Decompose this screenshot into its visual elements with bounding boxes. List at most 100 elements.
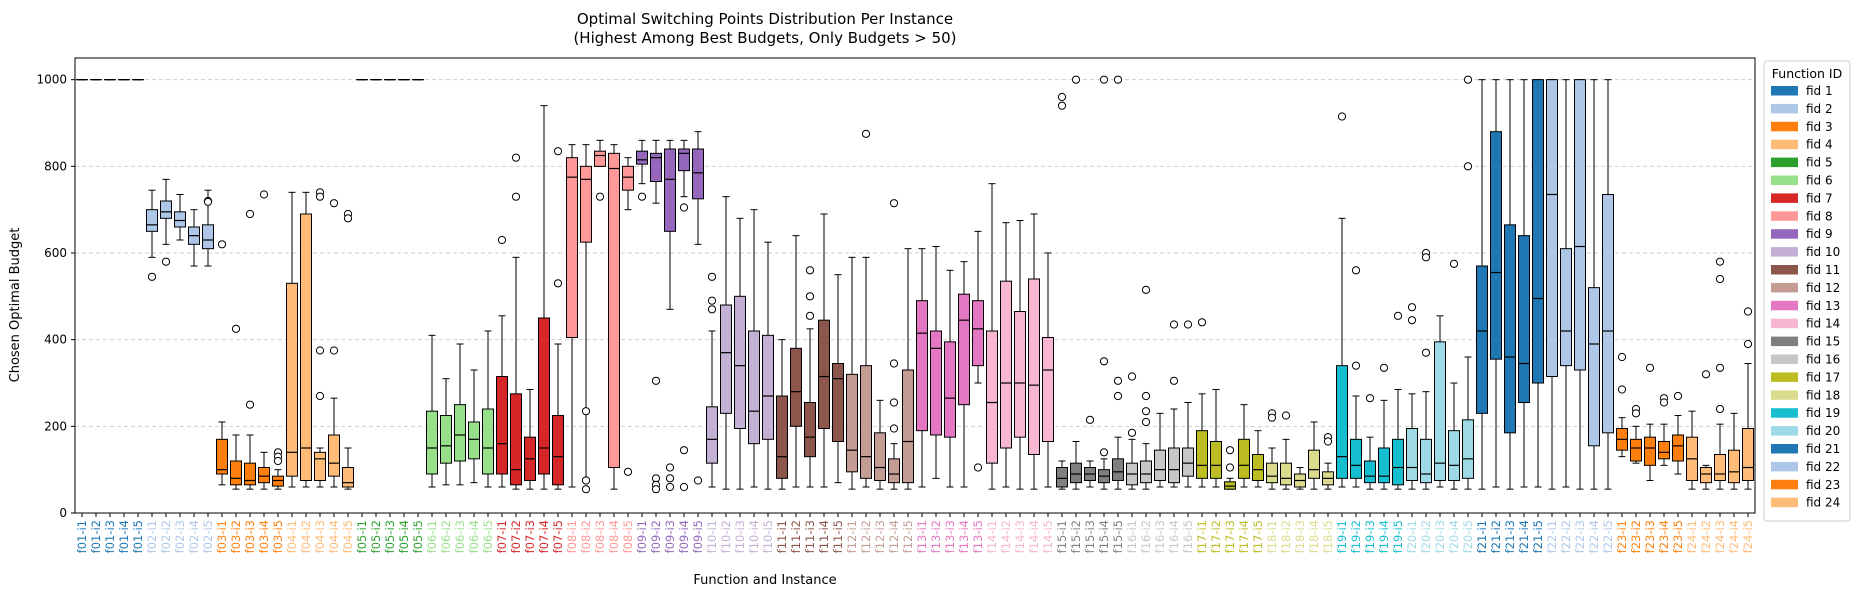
box [693,149,704,199]
box [959,294,970,405]
outlier [1072,76,1079,83]
legend-swatch [1771,408,1798,418]
y-tick-label: 200 [44,419,67,433]
outlier [1618,353,1625,360]
box-group [861,130,872,487]
x-tick-label: f03-i5 [271,520,285,553]
box-group [1001,223,1012,487]
outlier [330,347,337,354]
box-group [1029,214,1040,489]
legend-swatch [1771,283,1798,293]
box-group [791,236,802,487]
outlier [1366,395,1373,402]
legend-swatch [1771,211,1798,221]
x-tick-label: f11-i2 [789,520,803,553]
box [931,331,942,435]
y-tick-label: 1000 [36,73,67,87]
outlier [1226,447,1233,454]
outlier [1716,258,1723,265]
outlier [1646,364,1653,371]
outlier [1744,340,1751,347]
box-group [707,273,718,487]
legend-label: fid 3 [1806,120,1833,134]
chart-subtitle: (Highest Among Best Budgets, Only Budget… [573,29,956,47]
outlier [316,193,323,200]
x-tick-label: f09-i1 [635,520,649,553]
outlier [806,312,813,319]
x-tick-label: f19-i4 [1377,520,1391,553]
y-tick-label: 0 [59,506,67,520]
outlier [1268,414,1275,421]
box-group [469,370,480,483]
legend-swatch [1771,444,1798,454]
box [1729,450,1740,483]
box-group [553,148,564,490]
x-tick-label: f05-i2 [369,520,383,553]
x-tick-label: f13-i1 [915,520,929,553]
box [749,331,760,444]
box-group [1617,353,1628,456]
outlier [1100,358,1107,365]
outlier [582,408,589,415]
x-tick-label: f09-i3 [663,520,677,553]
box-group [749,210,760,487]
box-group [1421,249,1432,489]
x-tick-label: f12-i3 [873,520,887,553]
box-group [1449,260,1460,489]
x-tick-label: f16-i2 [1139,520,1153,553]
outlier [652,486,659,493]
box-group [231,325,242,489]
x-tick-label: f07-i3 [523,520,537,553]
box-group [805,267,816,487]
legend-swatch [1771,390,1798,400]
x-tick-label: f06-i4 [467,520,481,553]
x-tick-label: f20-i4 [1447,520,1461,553]
outlier [162,258,169,265]
legend-swatch [1771,104,1798,114]
legend-swatch [1771,122,1798,132]
outlier [512,154,519,161]
x-tick-label: f01-i3 [103,520,117,553]
box [147,210,158,232]
box-group [777,340,788,490]
box [1141,461,1152,483]
box-group [1281,412,1292,489]
box-group [1659,395,1670,466]
outlier [1282,412,1289,419]
box-group [581,145,592,493]
box-group [623,158,634,476]
box-group [595,140,606,200]
x-tick-label: f05-i5 [411,520,425,553]
legend-label: fid 21 [1806,442,1840,456]
x-tick-label: f08-i1 [565,520,579,553]
outlier [890,425,897,432]
outlier [666,464,673,471]
x-tick-label: f18-i3 [1293,520,1307,553]
outlier [1394,312,1401,319]
x-tick-label: f04-i4 [327,520,341,553]
legend-label: fid 23 [1806,478,1840,492]
legend-label: fid 9 [1806,227,1833,241]
box [1631,439,1642,461]
legend-swatch [1771,265,1798,275]
box-group [609,145,620,490]
outlier [1114,377,1121,384]
x-tick-label: f08-i2 [579,520,593,553]
outlier [596,193,603,200]
outlier [666,483,673,490]
legend-label: fid 24 [1806,496,1840,510]
box-group [1267,410,1278,489]
box [1239,439,1250,478]
outlier [1674,392,1681,399]
box-group [693,132,704,484]
outlier [1142,392,1149,399]
box [1001,281,1012,448]
box-group [1729,413,1740,489]
box [1673,435,1684,461]
x-tick-label: f05-i1 [355,520,369,553]
box [1281,463,1292,485]
box-group [1603,80,1614,490]
x-tick-label: f01-i1 [75,520,89,553]
